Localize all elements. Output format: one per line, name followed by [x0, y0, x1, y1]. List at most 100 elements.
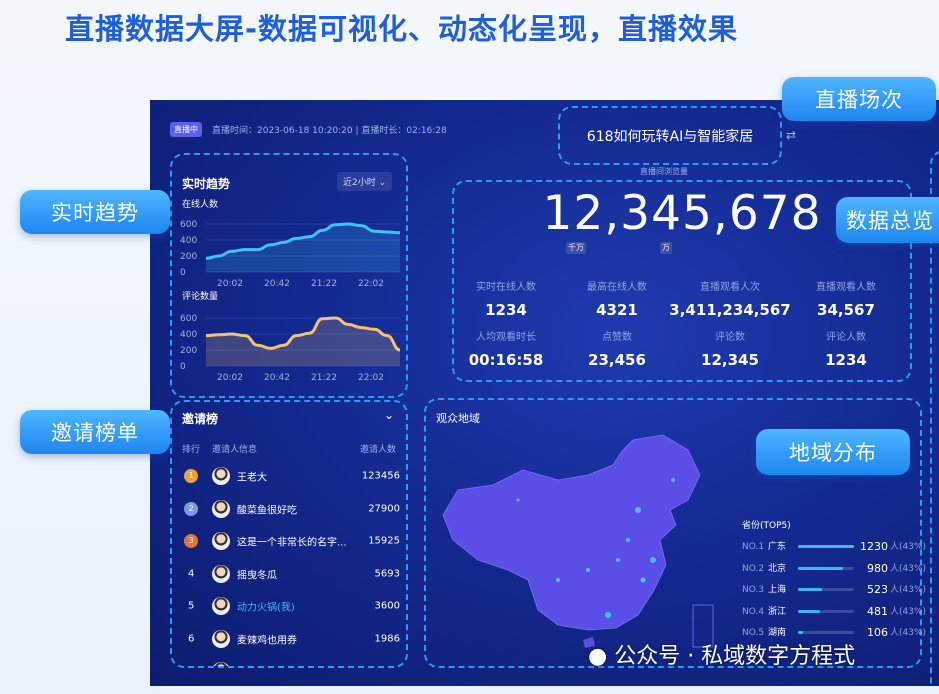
avatar [212, 532, 230, 550]
live-time: 直播时间：2023-06-18 10:20:20 | 直播时长：02:16:28 [212, 126, 447, 136]
stat-item: 直播观看人数 34,567 [790, 278, 902, 319]
invite-row[interactable]: 3 这是一个非常长的名字... 15925 [172, 525, 406, 557]
province-row: NO.2 北京 980 人(43%) [742, 562, 926, 576]
rank: 5 [188, 600, 195, 612]
province-bar [798, 588, 854, 591]
stat-value: 12,345 [701, 351, 759, 369]
total-views: 12,345,678 [542, 186, 822, 241]
stat-value: 1234 [485, 301, 527, 319]
swap-icon[interactable]: ⇄ [786, 128, 797, 142]
chevron-down-icon: ⌄ [378, 178, 387, 188]
invite-count: 3600 [374, 600, 400, 612]
page-title: 直播数据大屏-数据可视化、动态化呈现，直播效果 [65, 12, 739, 46]
stat-label: 最高在线人数 [587, 282, 647, 293]
avatar [212, 564, 230, 583]
rank: 6 [188, 633, 195, 644]
province-bar-fill [798, 609, 820, 613]
avatar [212, 662, 230, 666]
col-info: 邀请人信息 [212, 445, 258, 455]
inviter-name: 王老大 [237, 472, 267, 484]
invite-row[interactable]: 1 王老大 123456 [172, 460, 406, 492]
stat-item: 实时在线人数 1234 [450, 278, 562, 319]
session-title-box[interactable]: 618如何玩转AI与智能家居 [558, 106, 782, 165]
wechat-icon: ● [588, 644, 608, 669]
province-name: 浙江 [768, 606, 787, 617]
region-panel: 观众地域 省份(TOP5) [424, 398, 922, 668]
stat-item: 评论人数 1234 [790, 328, 902, 369]
watermark-text: 公众号 · 私域数字方程式 [614, 644, 856, 669]
province-name: 广东 [768, 542, 787, 552]
province-row: NO.1 广东 1230 人(43%) [742, 540, 926, 554]
y-tick-label: 0 [180, 362, 186, 372]
watermark: ● 公众号 · 私域数字方程式 [588, 644, 855, 670]
series-area [206, 318, 400, 366]
stat-item: 评论数 12,345 [668, 328, 792, 369]
invite-row[interactable]: 5 动力火锅(我) 3600 [172, 590, 406, 622]
col-count: 邀请人数 [359, 445, 396, 455]
hainan [583, 637, 595, 648]
audience-dots [516, 478, 675, 618]
province-name: 上海 [768, 585, 787, 595]
trend-title: 实时趋势 [182, 177, 231, 191]
stat-label: 实时在线人数 [476, 282, 536, 293]
province-pct: 人(43%) [890, 542, 927, 552]
province-no: NO.1 [742, 542, 765, 552]
stat-label: 点赞数 [602, 332, 632, 343]
chart-online-title: 在线人数 [182, 200, 219, 210]
province-bar-fill [798, 588, 823, 591]
province-bar-fill [798, 545, 854, 548]
dashboard: 直播中 直播时间：2023-06-18 10:20:20 | 直播时长：02:1… [150, 100, 939, 686]
x-tick-label: 21:22 [311, 373, 337, 383]
avatar [212, 499, 230, 518]
china-map[interactable] [438, 430, 738, 660]
session-title: 618如何玩转AI与智能家居 [586, 128, 754, 145]
series-line [205, 316, 401, 352]
y-tick-label: 400 [180, 330, 197, 340]
province-row: NO.5 湖南 106 人(43%) [742, 626, 926, 640]
region-title: 观众地域 [436, 412, 480, 425]
online-chart: 0 200 400 600 20:02 20:42 21:22 22:02 [180, 220, 401, 289]
medal-icon: 1 [184, 469, 198, 483]
inviter-name: 麦辣鸡也用券 [237, 635, 297, 646]
unit-qianwan: 千万 [566, 242, 586, 254]
province-no: NO.5 [742, 628, 765, 638]
rank: 7 [188, 666, 194, 667]
stat-label: 评论数 [715, 332, 745, 343]
invite-row[interactable]: 2 酸菜鱼很好吃 27900 [172, 493, 406, 525]
invite-panel: 邀请榜 ⌄ 排行 邀请人信息 邀请人数 1 王老大 123456 2 酸菜鱼很好吃 279… [170, 400, 408, 668]
province-count: 1230 [860, 540, 888, 553]
stat-value: 4321 [596, 301, 638, 319]
province-count: 106 [867, 626, 888, 639]
x-tick-label: 20:02 [217, 373, 243, 383]
callout-session: 直播场次 [782, 77, 936, 121]
invite-count: 1205 [375, 666, 400, 667]
avatar [212, 597, 230, 615]
callout-invite: 邀请榜单 [20, 410, 170, 454]
province-count: 481 [867, 604, 888, 618]
range-select[interactable]: 近2小时 ⌄ [337, 172, 393, 191]
invite-row[interactable]: 6 麦辣鸡也用券 1986 [172, 623, 406, 655]
y-tick-label: 0 [180, 268, 186, 278]
invite-count: 5693 [374, 568, 400, 579]
province-pct: 人(43%) [890, 585, 927, 595]
y-tick-label: 200 [180, 346, 197, 356]
stat-item: 人均观看时长 00:16:58 [450, 328, 562, 369]
avatar [212, 629, 230, 648]
invite-row[interactable]: 4 摇曳冬瓜 5693 [172, 558, 406, 590]
stat-label: 评论人数 [826, 332, 866, 343]
province-bar [798, 566, 854, 570]
medal-icon: 3 [184, 534, 198, 548]
chevron-down-icon[interactable]: ⌄ [383, 408, 394, 422]
col-rank: 排行 [182, 445, 201, 455]
province-bar [798, 631, 854, 634]
province-name: 湖南 [768, 628, 787, 638]
avatar [212, 467, 230, 485]
stat-value: 3,411,234,567 [669, 301, 791, 319]
series-area [206, 224, 400, 272]
stat-label: 直播观看人次 [700, 282, 760, 293]
comment-chart: 0 200 400 600 20:02 20:42 21:22 22:02 [180, 314, 401, 383]
invite-count: 1986 [374, 633, 400, 644]
invite-row[interactable]: 7 光速少年 1205 [172, 655, 406, 667]
stat-label: 直播观看人数 [816, 282, 876, 293]
province-pct: 人(43%) [890, 628, 927, 638]
